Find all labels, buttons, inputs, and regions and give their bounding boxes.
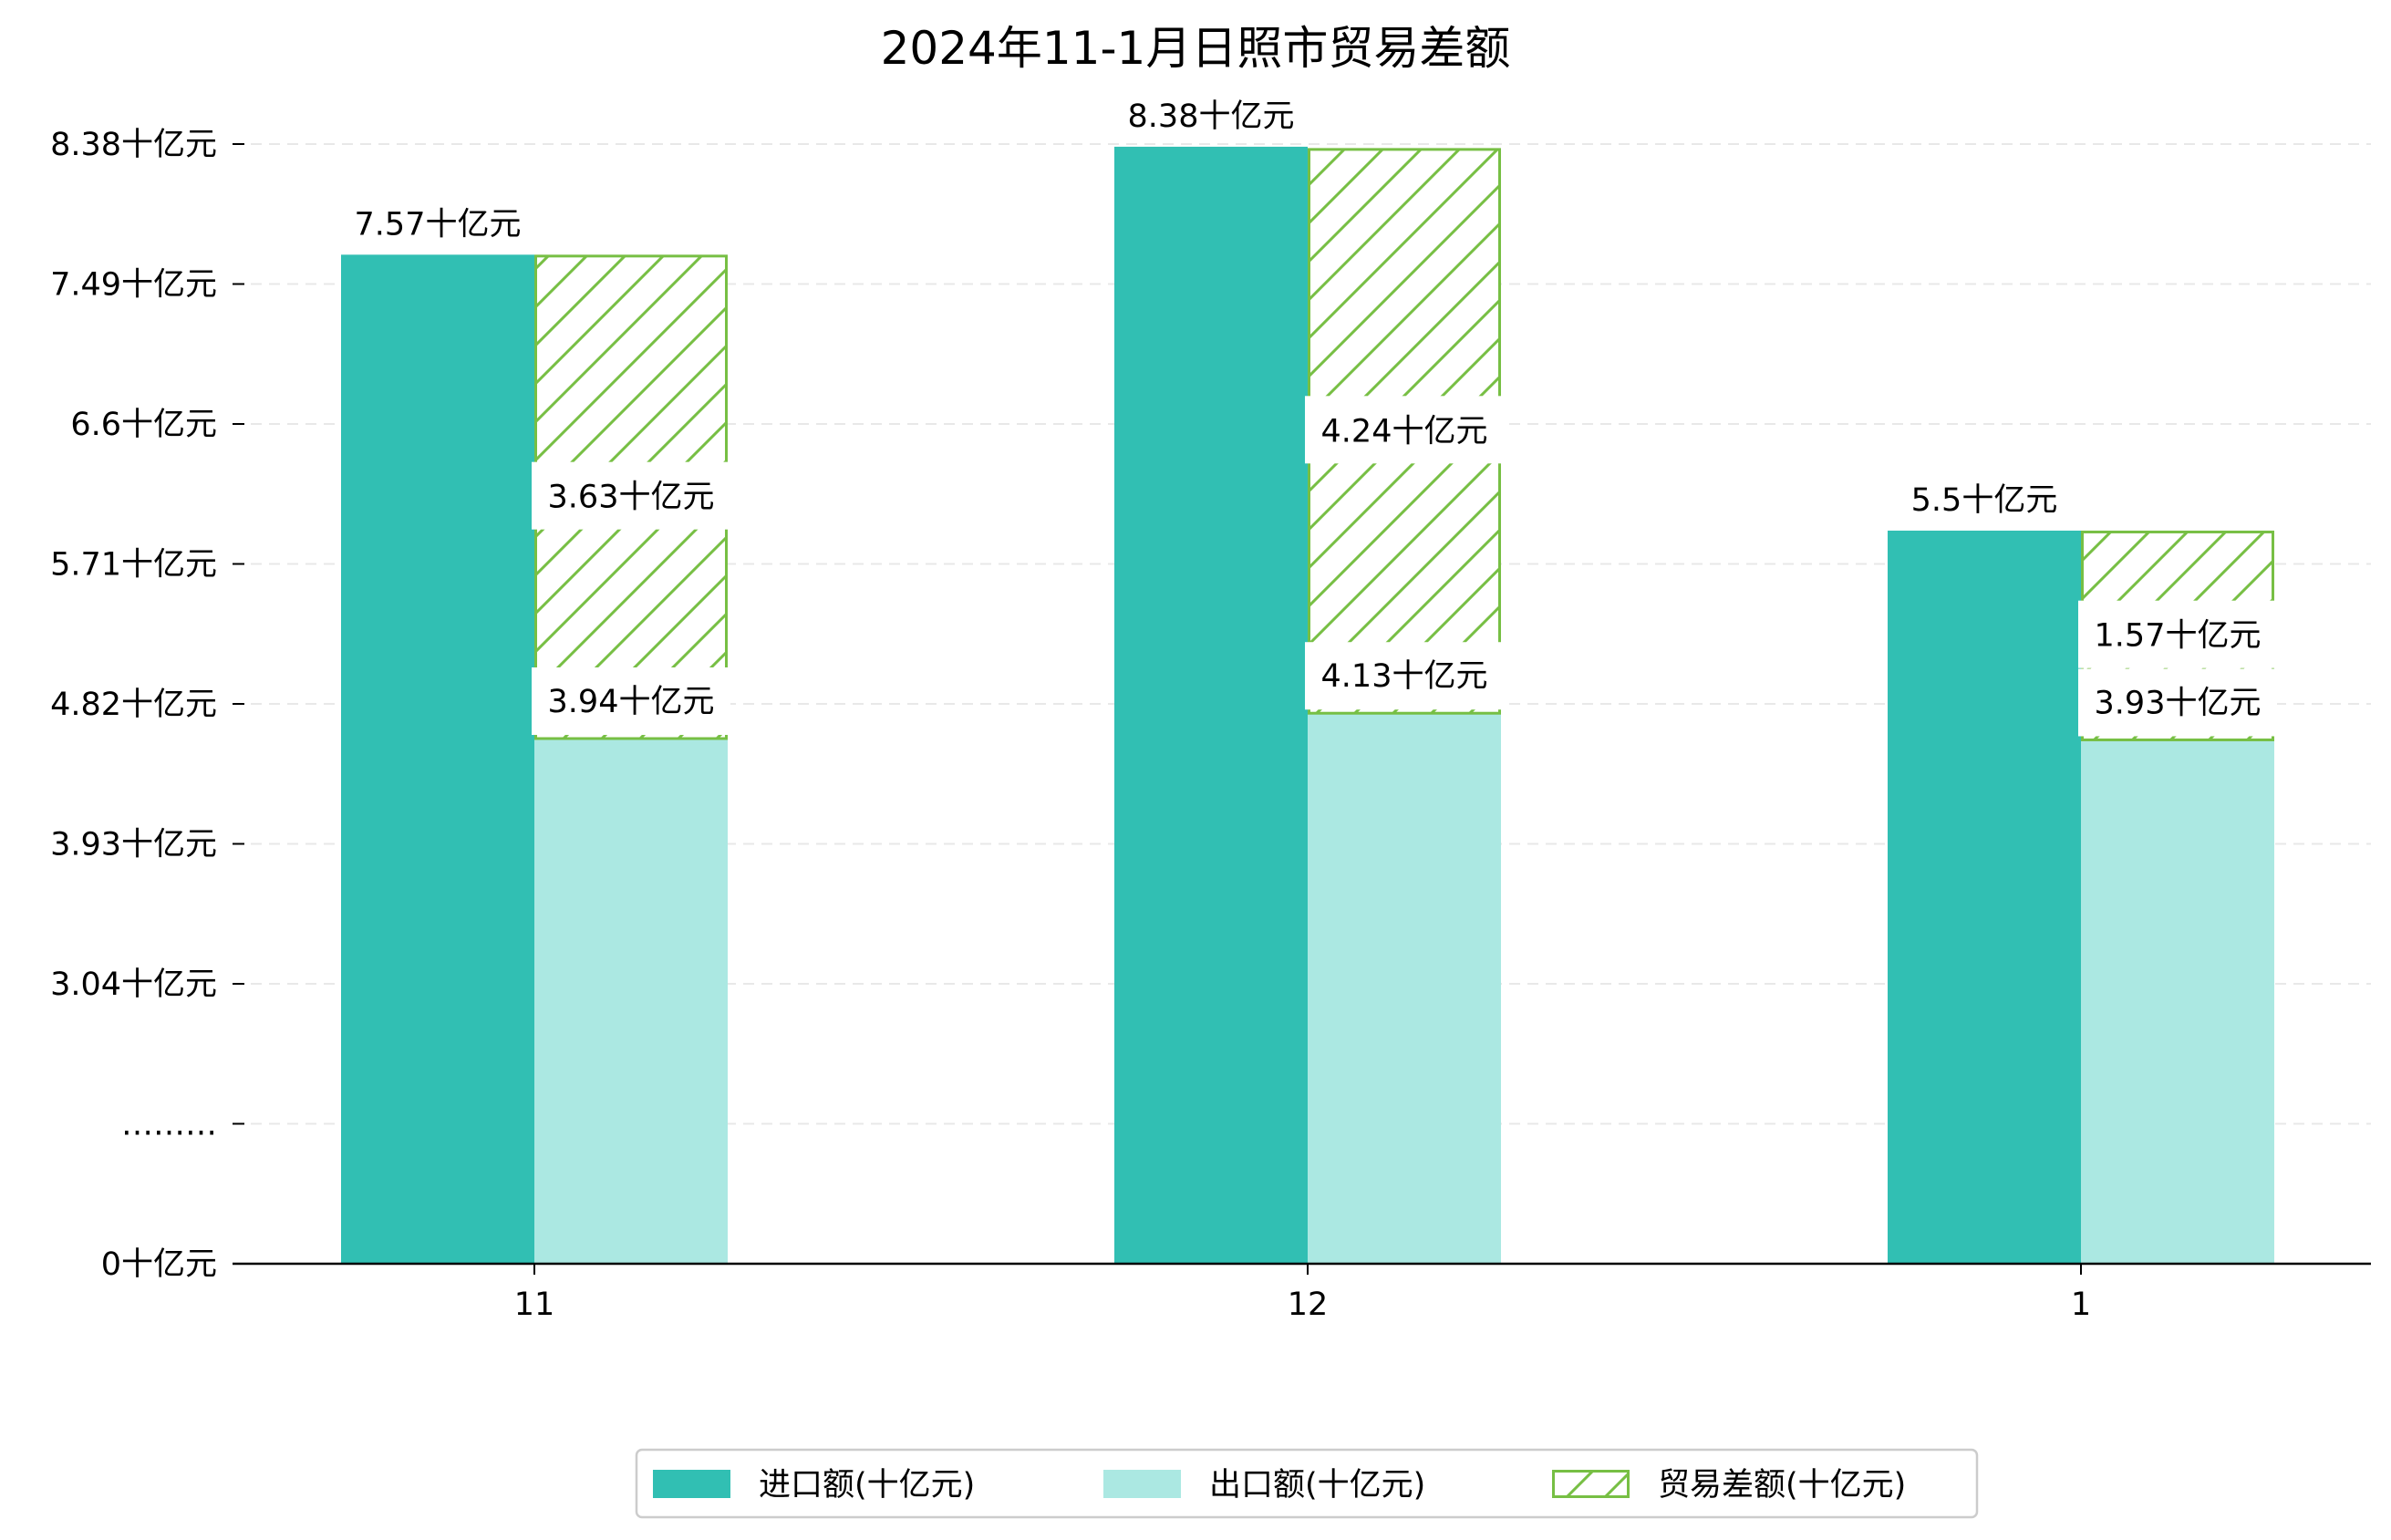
x-tick-label: 1 (2071, 1287, 2091, 1323)
y-tick-label: 0十亿元 (101, 1246, 217, 1283)
y-tick-label: 6.6十亿元 (70, 407, 217, 443)
data-label-box (1305, 642, 1504, 710)
legend-swatch (653, 1470, 730, 1498)
legend: 进口额(十亿元) 出口额(十亿元) 贸易差额(十亿元) (635, 1448, 1979, 1519)
bar-import (341, 254, 534, 1264)
y-tick-label: 8.38十亿元 (50, 127, 217, 163)
bar-export (2081, 739, 2274, 1264)
data-label-box (2078, 668, 2277, 737)
y-tick-label: 3.93十亿元 (50, 827, 217, 863)
legend-box (635, 1448, 1979, 1519)
x-tick-label: 11 (514, 1287, 555, 1323)
legend-label: 出口额(十亿元) (1209, 1467, 1425, 1504)
chart-title: 2024年11-1月日照市贸易差额 (881, 22, 1511, 75)
data-label-box (2078, 600, 2277, 668)
legend-label: 进口额(十亿元) (759, 1467, 975, 1504)
data-labels: 7.57十亿元 3.94十亿元 3.63十亿元 8.38十亿元 4.13十亿元 4.24十… (355, 98, 2277, 737)
data-label-import: 7.57十亿元 (355, 206, 522, 243)
y-tick-label: 3.04十亿元 (50, 966, 217, 1003)
data-label-export: 3.93十亿元 (2095, 685, 2262, 721)
x-tick-label: 12 (1288, 1287, 1329, 1323)
y-tick-label: 4.82十亿元 (50, 687, 217, 723)
data-label-import: 8.38十亿元 (1128, 98, 1295, 135)
data-label-export: 4.13十亿元 (1321, 658, 1488, 695)
legend-swatch (1103, 1470, 1181, 1498)
y-tick-label: 5.71十亿元 (50, 547, 217, 584)
bar-import (1114, 146, 1308, 1264)
legend-label: 贸易差额(十亿元) (1658, 1467, 1906, 1504)
data-label-box (1305, 396, 1504, 464)
bar-export (534, 739, 728, 1264)
data-label-balance: 3.63十亿元 (548, 480, 715, 516)
legend-swatch (1552, 1470, 1630, 1498)
y-tick-label: 7.49十亿元 (50, 267, 217, 304)
y-tick-label: ……… (121, 1107, 217, 1143)
data-label-import: 5.5十亿元 (1911, 482, 2058, 519)
data-label-balance: 4.24十亿元 (1321, 413, 1488, 450)
data-label-box (532, 461, 730, 530)
data-label-box (532, 667, 730, 736)
data-label-balance: 1.57十亿元 (2095, 618, 2262, 655)
axes: 0十亿元 ……… 3.04十亿元 3.93十亿元 4.82十亿元 5.71十亿元 6.6十亿… (50, 127, 2371, 1323)
bar-export (1308, 713, 1501, 1264)
bar-import (1888, 530, 2081, 1264)
data-label-export: 3.94十亿元 (548, 684, 715, 720)
